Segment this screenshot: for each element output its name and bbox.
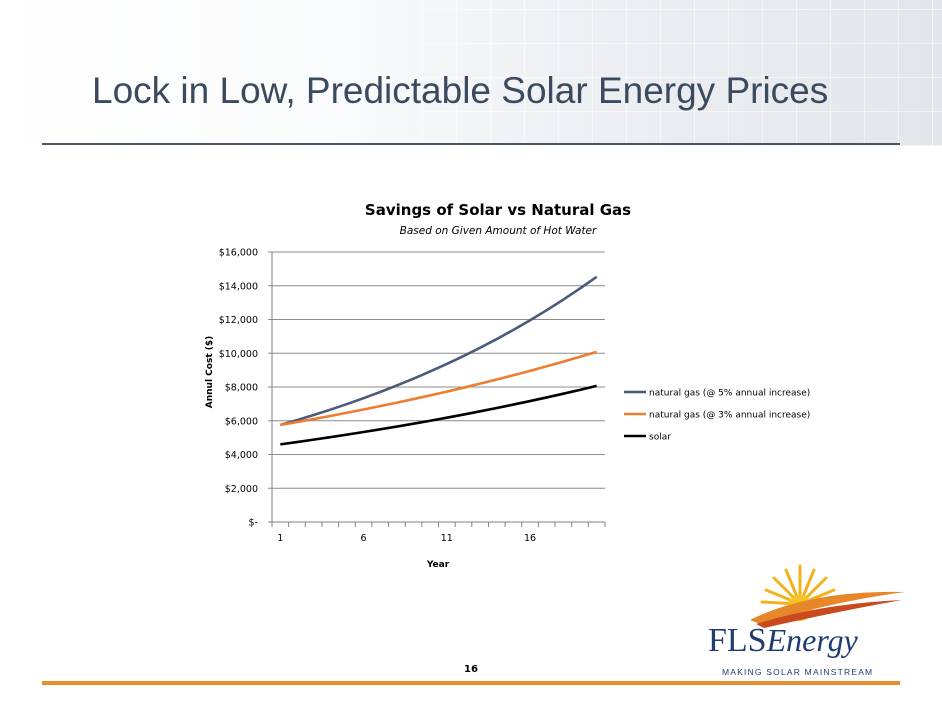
logo-name-energy: Energy <box>766 622 858 658</box>
grid-lines <box>268 251 605 523</box>
chart-title: Savings of Solar vs Natural Gas <box>365 201 631 219</box>
legend-label: natural gas (@ 5% annual increase) <box>649 389 810 399</box>
axes <box>271 252 606 527</box>
x-tick-label: 16 <box>524 533 536 544</box>
x-axis-title: Year <box>426 560 450 570</box>
y-tick-label: $8,000 <box>225 383 258 394</box>
x-tick-label: 1 <box>277 533 283 544</box>
tick-labels: $- $2,000 $4,000 $6,000 $8,000 $10,000 $12,000… <box>219 248 536 545</box>
logo-name-fls: FLS <box>708 622 767 659</box>
slide-title: Lock in Low, Predictable Solar Energy Pr… <box>92 70 829 111</box>
legend-label: solar <box>649 433 671 443</box>
series-lines <box>279 275 598 446</box>
fls-energy-logo: FLSEnergy MAKING SOLAR MAINSTREAM <box>690 560 910 680</box>
x-tick-label: 11 <box>441 533 453 544</box>
series-line-1 <box>279 275 598 427</box>
sun-icon <box>750 564 905 628</box>
y-tick-label: $14,000 <box>219 281 258 292</box>
logo-wordmark: FLSEnergy <box>708 622 858 660</box>
page-number: 16 <box>464 664 478 675</box>
legend-label: natural gas (@ 3% annual increase) <box>649 411 810 421</box>
series-line-3 <box>280 384 597 446</box>
y-tick-label: $4,000 <box>225 450 258 461</box>
footer-divider <box>42 681 900 685</box>
logo-tagline: MAKING SOLAR MAINSTREAM <box>722 667 874 677</box>
y-tick-label: $12,000 <box>219 315 258 326</box>
y-tick-label: $16,000 <box>219 248 258 259</box>
solar-panel-background <box>422 0 942 146</box>
y-axis-title: Annul Cost ($) <box>205 336 215 408</box>
series-line-2 <box>280 350 598 427</box>
x-tick-label: 6 <box>361 533 367 544</box>
legend: natural gas (@ 5% annual increase) natura… <box>624 389 810 443</box>
title-divider <box>42 143 900 145</box>
y-tick-label: $- <box>249 518 258 529</box>
header-banner <box>0 0 942 146</box>
y-tick-label: $6,000 <box>225 416 258 427</box>
y-tick-label: $2,000 <box>225 484 258 495</box>
chart-subtitle: Based on Given Amount of Hot Water <box>400 225 597 237</box>
y-tick-label: $10,000 <box>219 349 258 360</box>
